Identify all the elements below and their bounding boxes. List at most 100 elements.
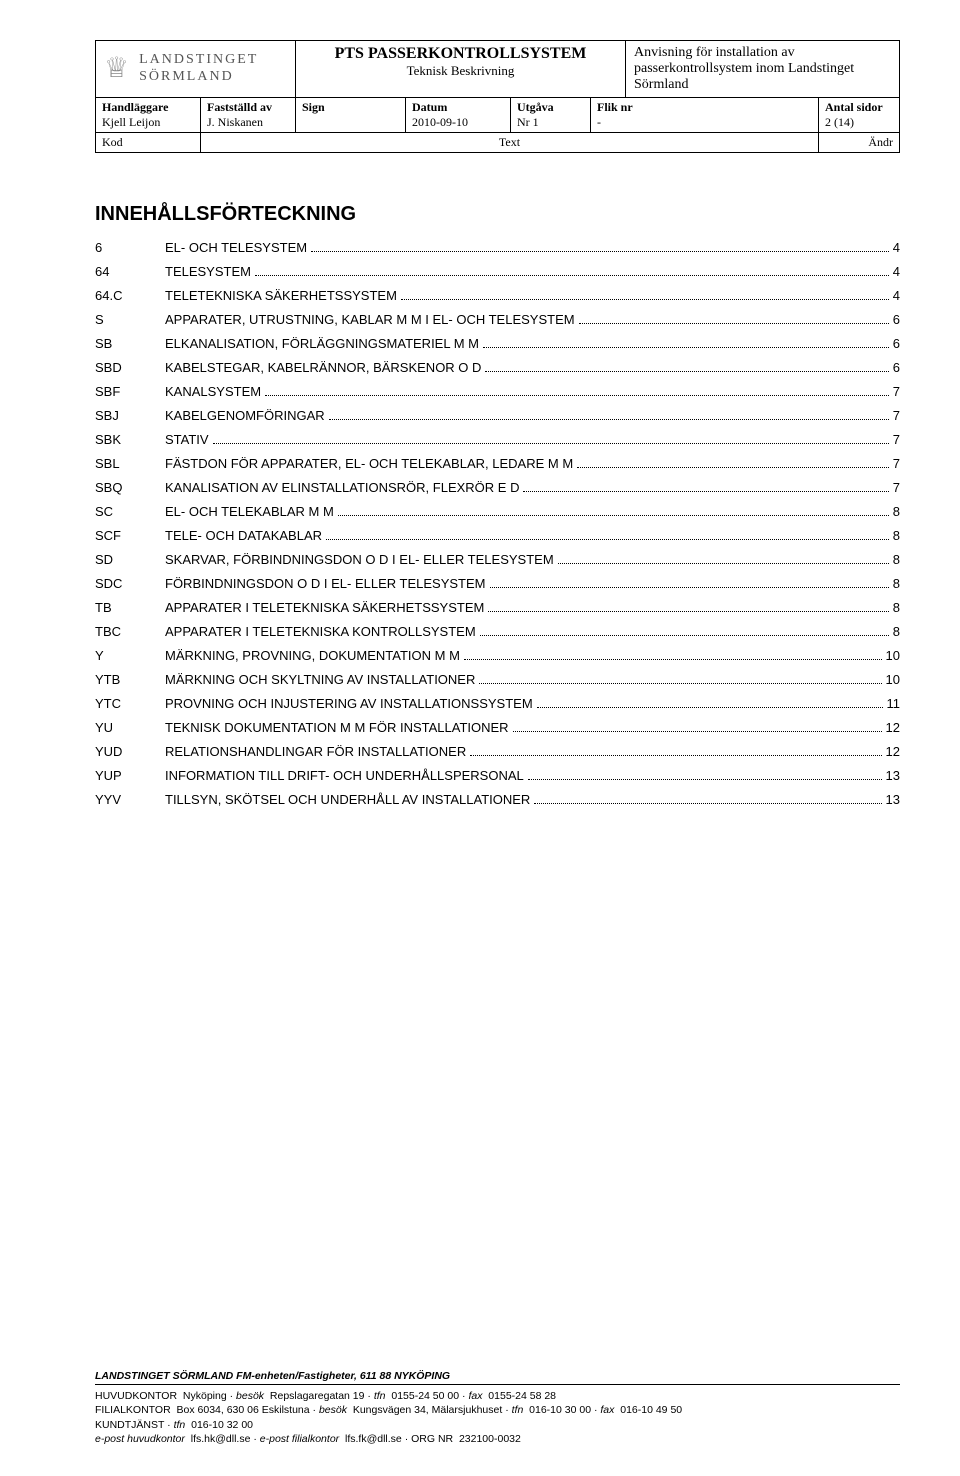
doc-title: PTS PASSERKONTROLLSYSTEM xyxy=(304,45,617,63)
toc-leader xyxy=(338,515,889,516)
toc-code: YU xyxy=(95,720,165,735)
toc-row: SBELKANALISATION, FÖRLÄGGNINGSMATERIEL M… xyxy=(95,336,900,351)
toc-page: 8 xyxy=(893,552,900,567)
toc-row: SBQKANALISATION AV ELINSTALLATIONSRÖR, F… xyxy=(95,480,900,495)
toc-label: FÄSTDON FÖR APPARATER, EL- OCH TELEKABLA… xyxy=(165,456,573,471)
toc-label: TELESYSTEM xyxy=(165,264,251,279)
toc-page: 4 xyxy=(893,240,900,255)
hk-label: HUVUDKONTOR xyxy=(95,1390,177,1402)
toc-leader xyxy=(479,683,881,684)
toc-code: SDC xyxy=(95,576,165,591)
toc-row: SAPPARATER, UTRUSTNING, KABLAR M M I EL-… xyxy=(95,312,900,327)
toc-code: Y xyxy=(95,648,165,663)
toc-leader xyxy=(311,251,889,252)
toc-label: MÄRKNING OCH SKYLTNING AV INSTALLATIONER xyxy=(165,672,475,687)
toc-leader xyxy=(470,755,881,756)
utgava-value: Nr 1 xyxy=(517,115,584,130)
fk-besok-label: besök xyxy=(319,1404,347,1416)
sign-label: Sign xyxy=(302,100,399,115)
toc-leader xyxy=(329,419,889,420)
toc-code: 64 xyxy=(95,264,165,279)
toc-leader xyxy=(485,371,888,372)
toc-leader xyxy=(513,731,882,732)
handlaggare-value: Kjell Leijon xyxy=(102,115,194,130)
toc-page: 7 xyxy=(893,384,900,399)
toc-page: 6 xyxy=(893,360,900,375)
org-nr-label: ORG NR xyxy=(411,1433,453,1445)
toc-label: ELKANALISATION, FÖRLÄGGNINGSMATERIEL M M xyxy=(165,336,479,351)
doc-description: Anvisning för installation av passerkont… xyxy=(626,41,899,97)
toc-row: SCEL- OCH TELEKABLAR M M8 xyxy=(95,504,900,519)
andr-label: Ändr xyxy=(819,133,899,152)
toc-label: EL- OCH TELEKABLAR M M xyxy=(165,504,334,519)
toc-leader xyxy=(490,587,889,588)
toc-code: 6 xyxy=(95,240,165,255)
toc-page: 7 xyxy=(893,456,900,471)
toc-code: YTB xyxy=(95,672,165,687)
fk-fax-label: fax xyxy=(600,1404,614,1416)
toc-code: TB xyxy=(95,600,165,615)
toc-leader xyxy=(577,467,889,468)
kt-tfn-label: tfn xyxy=(174,1419,186,1431)
toc-leader xyxy=(523,491,888,492)
antal-value: 2 (14) xyxy=(825,115,893,130)
toc-code: SBQ xyxy=(95,480,165,495)
toc-page: 8 xyxy=(893,504,900,519)
toc-label: APPARATER I TELETEKNISKA SÄKERHETSSYSTEM xyxy=(165,600,484,615)
logo-line1: LANDSTINGET xyxy=(139,52,258,69)
crown-icon: ♕ xyxy=(104,55,131,83)
toc-page: 8 xyxy=(893,528,900,543)
doc-title-block: PTS PASSERKONTROLLSYSTEM Teknisk Beskriv… xyxy=(296,41,626,97)
toc-leader xyxy=(464,659,882,660)
toc-label: KANALISATION AV ELINSTALLATIONSRÖR, FLEX… xyxy=(165,480,519,495)
toc-row: TBCAPPARATER I TELETEKNISKA KONTROLLSYST… xyxy=(95,624,900,639)
hk-city: Nyköping xyxy=(183,1390,227,1402)
toc-code: YUD xyxy=(95,744,165,759)
toc-row: SBLFÄSTDON FÖR APPARATER, EL- OCH TELEKA… xyxy=(95,456,900,471)
toc-label: PROVNING OCH INJUSTERING AV INSTALLATION… xyxy=(165,696,533,711)
toc-code: YYV xyxy=(95,792,165,807)
fk-fax: 016-10 49 50 xyxy=(620,1404,682,1416)
toc-leader xyxy=(483,347,889,348)
flik-label: Flik nr xyxy=(597,100,812,115)
toc-code: SB xyxy=(95,336,165,351)
toc-label: RELATIONSHANDLINGAR FÖR INSTALLATIONER xyxy=(165,744,466,759)
toc-page: 11 xyxy=(887,696,901,711)
toc-leader xyxy=(213,443,889,444)
toc-label: FÖRBINDNINGSDON O D I EL- ELLER TELESYST… xyxy=(165,576,486,591)
logo-line2: SÖRMLAND xyxy=(139,69,258,86)
toc-row: YUPINFORMATION TILL DRIFT- OCH UNDERHÅLL… xyxy=(95,768,900,783)
toc-code: SD xyxy=(95,552,165,567)
toc-row: YTCPROVNING OCH INJUSTERING AV INSTALLAT… xyxy=(95,696,900,711)
toc-code: SBF xyxy=(95,384,165,399)
toc-leader xyxy=(579,323,889,324)
faststalld-value: J. Niskanen xyxy=(207,115,289,130)
page-footer: LANDSTINGET SÖRMLAND FM-enheten/Fastighe… xyxy=(95,1370,900,1446)
toc-page: 7 xyxy=(893,480,900,495)
toc-leader xyxy=(480,635,889,636)
ep-fk-label: e-post filialkontor xyxy=(260,1433,339,1445)
toc-row: YUTEKNISK DOKUMENTATION M M FÖR INSTALLA… xyxy=(95,720,900,735)
kod-label: Kod xyxy=(96,133,201,152)
footer-line-hk: HUVUDKONTOR Nyköping besök Repslagaregat… xyxy=(95,1389,900,1403)
ep-hk-label: e-post huvudkontor xyxy=(95,1433,185,1445)
datum-label: Datum xyxy=(412,100,504,115)
page: ♕ LANDSTINGET SÖRMLAND PTS PASSERKONTROL… xyxy=(0,0,960,1476)
toc-label: TELETEKNISKA SÄKERHETSSYSTEM xyxy=(165,288,397,303)
toc-code: SCF xyxy=(95,528,165,543)
toc-leader xyxy=(528,779,882,780)
toc-row: SBFKANALSYSTEM7 xyxy=(95,384,900,399)
toc-row: YTBMÄRKNING OCH SKYLTNING AV INSTALLATIO… xyxy=(95,672,900,687)
hk-fax-label: fax xyxy=(468,1390,482,1402)
footer-org: LANDSTINGET SÖRMLAND FM-enheten/Fastighe… xyxy=(95,1370,900,1382)
kt-tfn: 016-10 32 00 xyxy=(191,1419,253,1431)
toc-leader xyxy=(558,563,889,564)
toc-page: 6 xyxy=(893,336,900,351)
toc-leader xyxy=(537,707,883,708)
fk-addr: Box 6034, 630 06 Eskilstuna xyxy=(177,1404,310,1416)
toc-row: SBKSTATIV7 xyxy=(95,432,900,447)
fk-tfn-label: tfn xyxy=(512,1404,524,1416)
hk-besok: Repslagaregatan 19 xyxy=(270,1390,365,1402)
toc-code: 64.C xyxy=(95,288,165,303)
toc-page: 10 xyxy=(886,672,900,687)
